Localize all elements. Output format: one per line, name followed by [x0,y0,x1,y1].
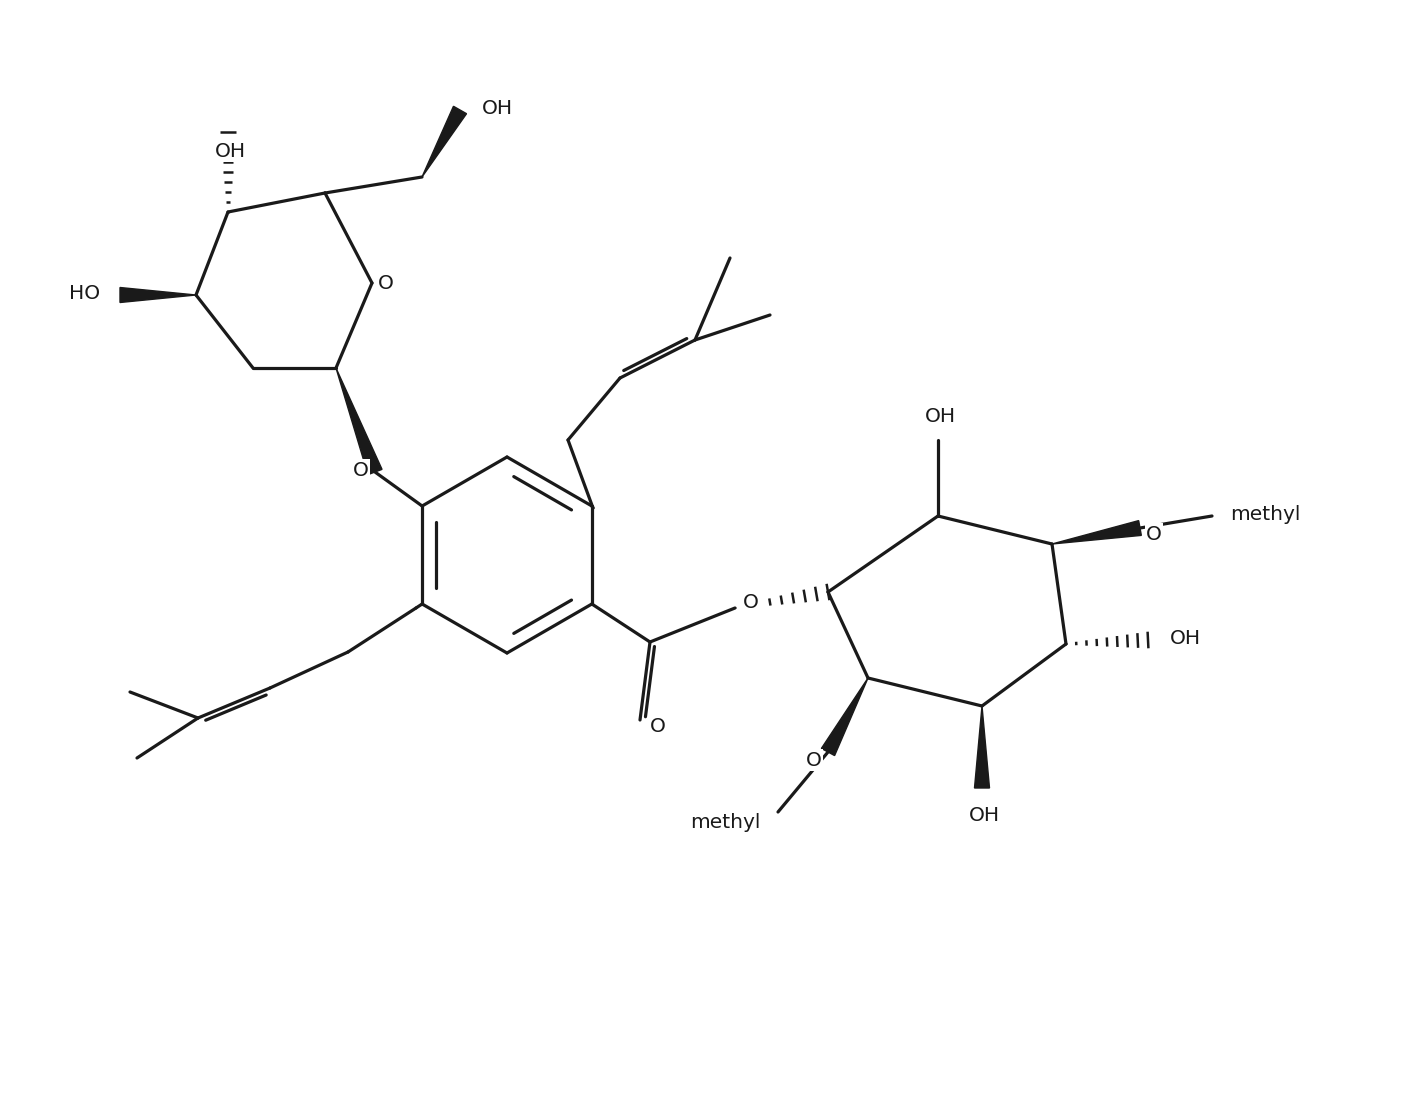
Polygon shape [422,106,466,177]
Text: OH: OH [924,407,955,426]
Text: HO: HO [68,283,100,303]
Text: O: O [1147,525,1162,544]
Text: methyl: methyl [690,812,760,831]
Text: OH: OH [968,807,1000,825]
Polygon shape [120,287,195,303]
Polygon shape [974,706,990,788]
Text: O: O [743,593,759,612]
Text: O: O [378,274,394,293]
Polygon shape [821,678,868,755]
Polygon shape [337,368,382,475]
Polygon shape [1052,520,1141,544]
Text: O: O [806,751,821,770]
Text: OH: OH [214,141,245,162]
Text: methyl: methyl [1231,505,1301,524]
Text: OH: OH [1169,628,1201,647]
Text: O: O [650,716,666,735]
Text: OH: OH [482,98,513,117]
Text: O: O [354,460,369,479]
